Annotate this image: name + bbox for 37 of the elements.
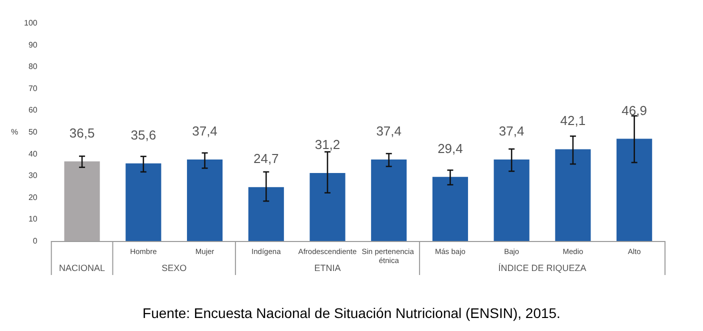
y-tick-label: 100 [24, 18, 38, 28]
bar [248, 187, 284, 241]
text: ÍNDICE DE RIQUEZA [498, 263, 586, 273]
y-tick-label: 90 [28, 40, 38, 50]
data-label: 35,6 [130, 127, 156, 142]
text: NACIONAL [59, 263, 106, 273]
bar [494, 159, 530, 241]
text: SEXO [162, 263, 187, 273]
bar [616, 138, 652, 241]
data-label: 46,9 [622, 102, 647, 118]
y-tick-label: 60 [28, 106, 38, 115]
bar [310, 172, 346, 241]
data-label: 29,4 [438, 140, 463, 156]
y-tick-label: 0 [32, 236, 38, 246]
data-label: 42,1 [560, 113, 586, 128]
y-tick-label: 10 [28, 214, 38, 224]
y-tick-label: 70 [28, 84, 38, 93]
y-tick-label: 20 [28, 192, 38, 202]
data-label: 36,5 [69, 125, 95, 140]
data-label: 37,4 [376, 123, 402, 138]
data-label: 37,4 [192, 123, 218, 138]
y-tick-label: 40 [28, 149, 38, 158]
bar [555, 149, 591, 241]
data-label: 37,4 [498, 123, 524, 138]
data-label: 24,7 [253, 151, 279, 166]
bar [186, 159, 223, 241]
bar [432, 176, 468, 241]
bar [371, 159, 407, 241]
y-axis-title: % [10, 128, 18, 136]
text: ETNIA [314, 263, 341, 273]
bar [64, 161, 100, 241]
source-note: Fuente: Encuesta Nacional de Situación Nutricional (ENSIN), 2015. [142, 305, 560, 321]
data-label: 31,2 [314, 136, 340, 152]
y-tick-label: 80 [28, 62, 38, 72]
bar [126, 163, 162, 241]
y-tick-label: 50 [28, 128, 38, 136]
y-tick-label: 30 [28, 171, 38, 180]
